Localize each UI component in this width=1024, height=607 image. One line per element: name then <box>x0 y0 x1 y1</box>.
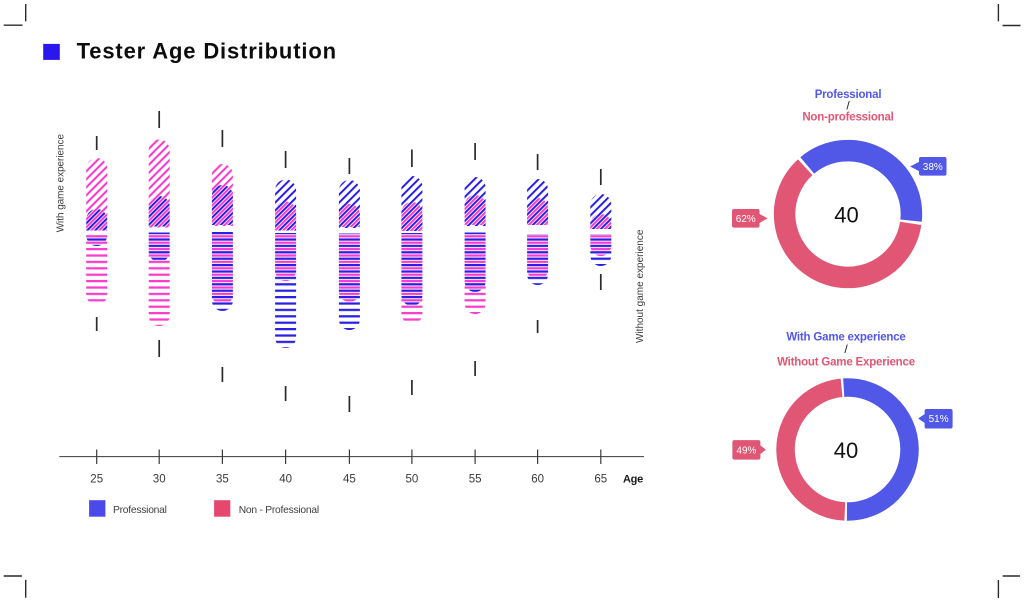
svg-text:62%: 62% <box>736 214 756 225</box>
svg-text:Age: Age <box>623 474 643 486</box>
svg-text:Without game experience: Without game experience <box>635 229 646 343</box>
svg-text:38%: 38% <box>923 162 943 173</box>
svg-text:49%: 49% <box>736 445 756 456</box>
svg-text:40: 40 <box>834 438 858 463</box>
svg-text:25: 25 <box>90 474 103 486</box>
svg-text:With Game experience: With Game experience <box>786 332 905 344</box>
svg-text:Without Game Experience: Without Game Experience <box>777 357 915 369</box>
svg-text:Professional: Professional <box>113 505 167 516</box>
svg-text:Tester Age Distribution: Tester Age Distribution <box>77 39 337 64</box>
svg-text:51%: 51% <box>929 414 949 425</box>
svg-text:Professional: Professional <box>815 89 882 101</box>
svg-text:40: 40 <box>834 203 858 228</box>
svg-text:60: 60 <box>531 474 544 486</box>
svg-text:/: / <box>846 99 850 113</box>
svg-text:/: / <box>844 342 848 356</box>
svg-text:Non-professional: Non-professional <box>802 112 893 124</box>
svg-text:55: 55 <box>469 474 482 486</box>
svg-text:50: 50 <box>406 474 419 486</box>
svg-text:30: 30 <box>153 474 166 486</box>
svg-text:Non - Professional: Non - Professional <box>239 505 319 516</box>
svg-text:With game experience: With game experience <box>56 134 67 233</box>
svg-text:65: 65 <box>594 474 607 486</box>
svg-text:35: 35 <box>216 474 229 486</box>
svg-text:45: 45 <box>343 474 356 486</box>
svg-text:40: 40 <box>279 474 292 486</box>
